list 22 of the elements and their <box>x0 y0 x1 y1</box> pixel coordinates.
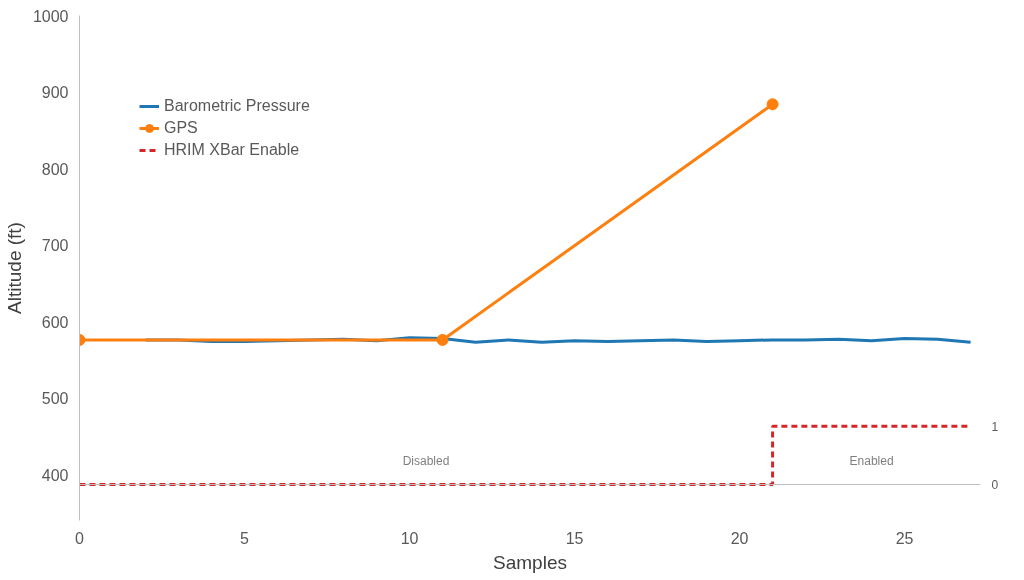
x-tick-label: 0 <box>75 529 85 547</box>
x-tick-label: 15 <box>565 529 584 547</box>
annotation: Enabled <box>849 454 894 469</box>
y-axis-title: Altitude (ft) <box>3 222 25 314</box>
legend-label: Barometric Pressure <box>164 97 310 115</box>
legend-label: HRIM XBar Enable <box>164 141 300 159</box>
y-tick-label: 500 <box>41 390 69 408</box>
x-axis-title: Samples <box>493 551 567 573</box>
y-tick-label: 900 <box>41 84 69 102</box>
x-tick-label: 5 <box>240 529 250 547</box>
y-tick-label: 400 <box>41 466 69 484</box>
legend-label: GPS <box>164 119 198 137</box>
y-tick-label: 1000 <box>32 7 69 25</box>
y2-tick-label: 0 <box>991 477 999 492</box>
y-tick-label: 600 <box>41 313 69 331</box>
x-tick-label: 25 <box>895 529 914 547</box>
x-tick-label: 20 <box>730 529 749 547</box>
y-tick-label: 700 <box>41 237 69 255</box>
annotation: Disabled <box>402 454 450 469</box>
y2-tick-label: 1 <box>991 419 999 434</box>
y-tick-label: 800 <box>41 160 69 178</box>
x-tick-label: 10 <box>400 529 419 547</box>
